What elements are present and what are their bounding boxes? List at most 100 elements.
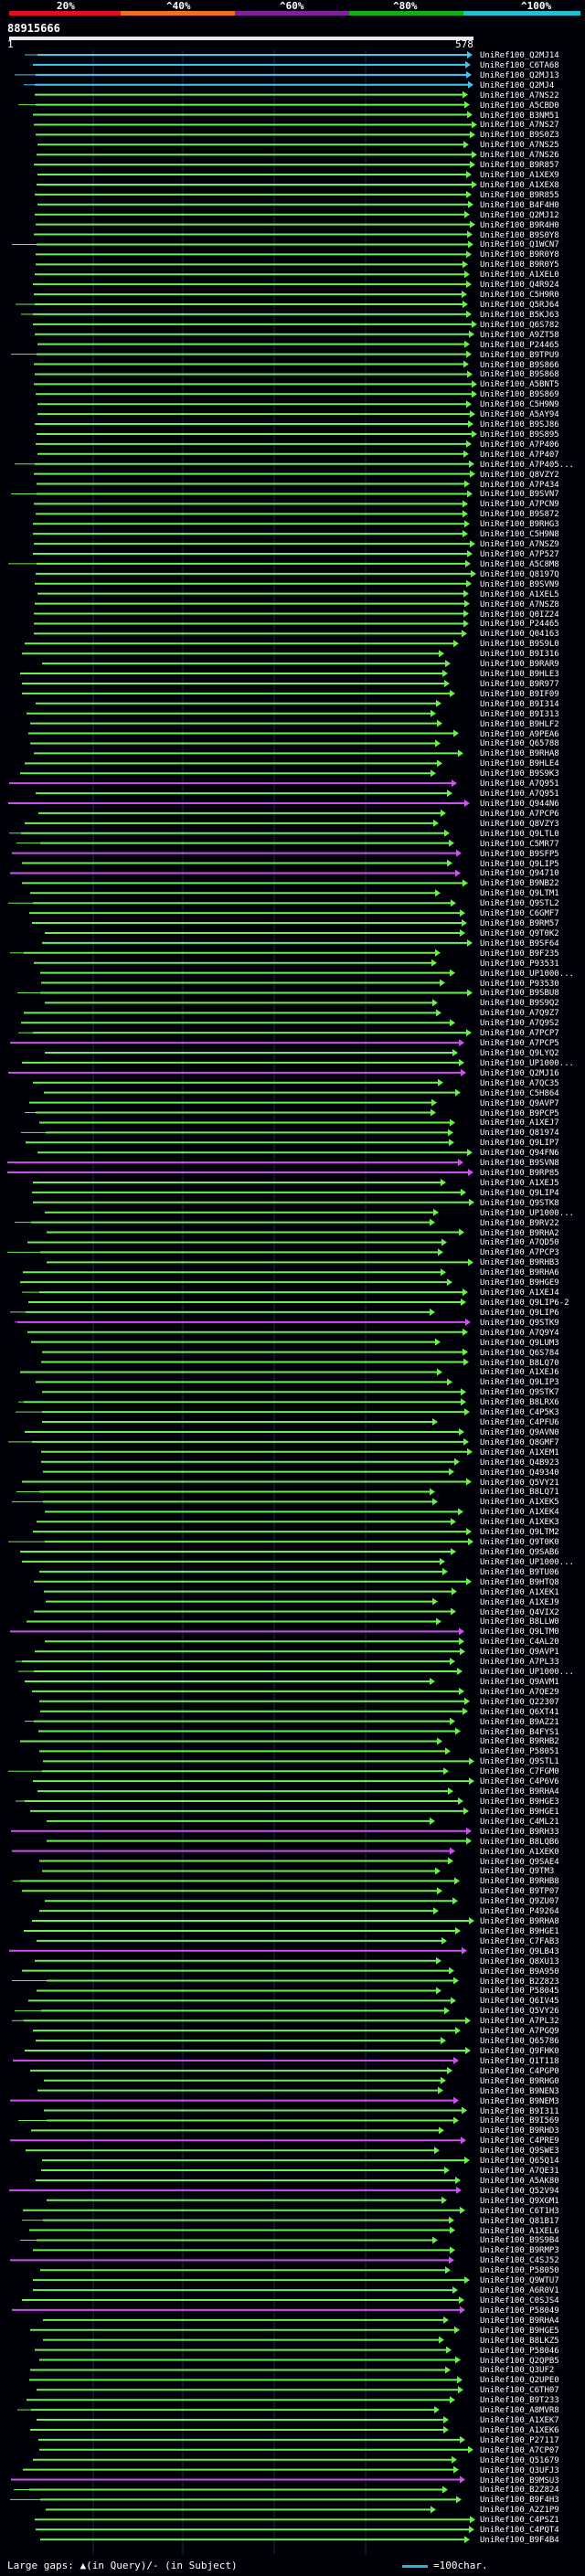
- hit-label[interactable]: UniRef100_B9SJ86: [480, 420, 559, 430]
- hit-label[interactable]: UniRef100_B9R977: [480, 679, 559, 689]
- hit-label[interactable]: UniRef100_B9RHD3: [480, 2126, 559, 2136]
- hit-label[interactable]: UniRef100_Q52V94: [480, 2186, 559, 2196]
- hit-label[interactable]: UniRef100_B9SF64: [480, 938, 559, 949]
- hit-label[interactable]: UniRef100_P24465: [480, 620, 559, 630]
- hit-label[interactable]: UniRef100_A1XEK7: [480, 2416, 559, 2426]
- hit-label[interactable]: UniRef100_A7NSZ9: [480, 540, 559, 550]
- hit-label[interactable]: UniRef100_UP1000...: [480, 1208, 574, 1218]
- hit-label[interactable]: UniRef100_A5BNT5: [480, 380, 559, 390]
- hit-label[interactable]: UniRef100_C5H9R0: [480, 291, 559, 301]
- hit-label[interactable]: UniRef100_B9RM57: [480, 919, 559, 929]
- hit-label[interactable]: UniRef100_A7QE31: [480, 2167, 559, 2177]
- hit-label[interactable]: UniRef100_A7Q9Y4: [480, 1328, 559, 1338]
- hit-label[interactable]: UniRef100_P24465: [480, 340, 559, 350]
- hit-label[interactable]: UniRef100_Q9LIP6-2: [480, 1299, 569, 1308]
- hit-label[interactable]: UniRef100_A1XEJ5: [480, 1178, 559, 1188]
- hit-label[interactable]: UniRef100_A7NS27: [480, 121, 559, 131]
- hit-label[interactable]: UniRef100_C7FAB3: [480, 1936, 559, 1946]
- hit-label[interactable]: UniRef100_B9S9K3: [480, 769, 559, 779]
- hit-label[interactable]: UniRef100_B2Z824: [480, 2486, 559, 2496]
- hit-label[interactable]: UniRef100_Q22307: [480, 1697, 559, 1707]
- hit-label[interactable]: UniRef100_B9S9B4: [480, 2236, 559, 2246]
- hit-label[interactable]: UniRef100_C4ML21: [480, 1817, 559, 1827]
- hit-label[interactable]: UniRef100_P49264: [480, 1907, 559, 1917]
- hit-label[interactable]: UniRef100_C6GMF7: [480, 909, 559, 919]
- hit-label[interactable]: UniRef100_A8MVR8: [480, 2406, 559, 2416]
- hit-label[interactable]: UniRef100_C4SJ52: [480, 2256, 559, 2266]
- hit-label[interactable]: UniRef100_C4PFU6: [480, 1418, 559, 1428]
- hit-label[interactable]: UniRef100_Q9FHK0: [480, 2047, 559, 2056]
- hit-label[interactable]: UniRef100_B9TPU9: [480, 350, 559, 360]
- hit-label[interactable]: UniRef100_Q944N6: [480, 800, 559, 809]
- hit-label[interactable]: UniRef100_UP1000...: [480, 1557, 574, 1567]
- hit-label[interactable]: UniRef100_Q9LTM0: [480, 1627, 559, 1638]
- hit-label[interactable]: UniRef100_B9RHA4: [480, 1787, 559, 1797]
- hit-label[interactable]: UniRef100_C5H9N8: [480, 530, 559, 540]
- hit-label[interactable]: UniRef100_B5KJ63: [480, 310, 559, 320]
- hit-label[interactable]: UniRef100_C4PRE9: [480, 2136, 559, 2147]
- hit-label[interactable]: UniRef100_B9HGE1: [480, 1807, 559, 1817]
- hit-label[interactable]: UniRef100_C5MR77: [480, 839, 559, 849]
- hit-label[interactable]: UniRef100_Q9LIP7: [480, 1139, 559, 1149]
- hit-label[interactable]: UniRef100_B9NEM3: [480, 2096, 559, 2106]
- hit-label[interactable]: UniRef100_A7PL33: [480, 1658, 559, 1668]
- hit-label[interactable]: UniRef100_Q9LIP5: [480, 859, 559, 869]
- hit-label[interactable]: UniRef100_A7P527: [480, 550, 559, 559]
- hit-label[interactable]: UniRef100_A7QD50: [480, 1238, 559, 1248]
- hit-label[interactable]: UniRef100_Q4VIX2: [480, 1607, 559, 1617]
- hit-label[interactable]: UniRef100_B9SFP5: [480, 849, 559, 859]
- hit-label[interactable]: UniRef100_A1XEM1: [480, 1447, 559, 1458]
- hit-label[interactable]: UniRef100_B9RV22: [480, 1218, 559, 1228]
- hit-label[interactable]: UniRef100_B9RHB8: [480, 1877, 559, 1887]
- hit-label[interactable]: UniRef100_B9HGE3: [480, 1797, 559, 1807]
- hit-label[interactable]: UniRef100_B9TU06: [480, 1567, 559, 1577]
- hit-label[interactable]: UniRef100_B9S868: [480, 370, 559, 380]
- hit-label[interactable]: UniRef100_B9S869: [480, 390, 559, 400]
- hit-label[interactable]: UniRef100_A7NS26: [480, 151, 559, 161]
- hit-label[interactable]: UniRef100_B9F235: [480, 949, 559, 959]
- hit-label[interactable]: UniRef100_A7Q9Z7: [480, 1009, 559, 1019]
- hit-label[interactable]: UniRef100_P93530: [480, 979, 559, 989]
- hit-label[interactable]: UniRef100_B9F4B4: [480, 2536, 559, 2546]
- hit-label[interactable]: UniRef100_B9AZ21: [480, 1717, 559, 1727]
- hit-label[interactable]: UniRef100_Q2MJ14: [480, 51, 559, 60]
- hit-label[interactable]: UniRef100_A7PCP3: [480, 1248, 559, 1258]
- hit-label[interactable]: UniRef100_A1XEJ9: [480, 1597, 559, 1607]
- hit-label[interactable]: UniRef100_B9MSU3: [480, 2475, 559, 2486]
- hit-label[interactable]: UniRef100_P58045: [480, 1987, 559, 1997]
- hit-label[interactable]: UniRef100_Q9STL2: [480, 899, 559, 909]
- hit-label[interactable]: UniRef100_A9PEA6: [480, 729, 559, 739]
- hit-label[interactable]: UniRef100_B9R0Y5: [480, 260, 559, 270]
- hit-label[interactable]: UniRef100_B8LKZ5: [480, 2336, 559, 2346]
- hit-label[interactable]: UniRef100_Q9SAB6: [480, 1548, 559, 1557]
- hit-label[interactable]: UniRef100_A7Q951: [480, 779, 559, 790]
- hit-label[interactable]: UniRef100_B9RHA6: [480, 1268, 559, 1278]
- hit-label[interactable]: UniRef100_B9S9Q2: [480, 999, 559, 1009]
- hit-label[interactable]: UniRef100_A1XEK0: [480, 1847, 559, 1857]
- hit-label[interactable]: UniRef100_B9I316: [480, 650, 559, 660]
- hit-label[interactable]: UniRef100_B9HGE1: [480, 1926, 559, 1936]
- hit-label[interactable]: UniRef100_B9SVN7: [480, 490, 559, 500]
- hit-label[interactable]: UniRef100_A1XEL0: [480, 270, 559, 281]
- hit-label[interactable]: UniRef100_Q9LTL0: [480, 829, 559, 839]
- hit-label[interactable]: UniRef100_B9HLE3: [480, 670, 559, 680]
- hit-label[interactable]: UniRef100_Q9T0K2: [480, 928, 559, 938]
- hit-label[interactable]: UniRef100_Q5VY26: [480, 2007, 559, 2017]
- hit-label[interactable]: UniRef100_Q8VZY3: [480, 819, 559, 829]
- hit-label[interactable]: UniRef100_Q6IV45: [480, 1997, 559, 2007]
- hit-label[interactable]: UniRef100_Q4B923: [480, 1458, 559, 1468]
- hit-label[interactable]: UniRef100_C4PGP0: [480, 2066, 559, 2076]
- hit-label[interactable]: UniRef100_A7PCP6: [480, 809, 559, 819]
- hit-label[interactable]: UniRef100_Q49340: [480, 1468, 559, 1478]
- hit-label[interactable]: UniRef100_A7Q9S2: [480, 1019, 559, 1029]
- hit-label[interactable]: UniRef100_C4PQT4: [480, 2526, 559, 2536]
- hit-label[interactable]: UniRef100_Q65Q14: [480, 2157, 559, 2167]
- hit-label[interactable]: UniRef100_B2Z823: [480, 1977, 559, 1987]
- hit-label[interactable]: UniRef100_A1XEL5: [480, 589, 559, 599]
- hit-label[interactable]: UniRef100_C6T1H3: [480, 2206, 559, 2216]
- hit-label[interactable]: UniRef100_A7QE29: [480, 1687, 559, 1697]
- hit-label[interactable]: UniRef100_B9RHB3: [480, 1258, 559, 1268]
- hit-label[interactable]: UniRef100_Q8XU13: [480, 1956, 559, 1966]
- hit-label[interactable]: UniRef100_Q5VY21: [480, 1478, 559, 1488]
- hit-label[interactable]: UniRef100_A7NS22: [480, 90, 559, 101]
